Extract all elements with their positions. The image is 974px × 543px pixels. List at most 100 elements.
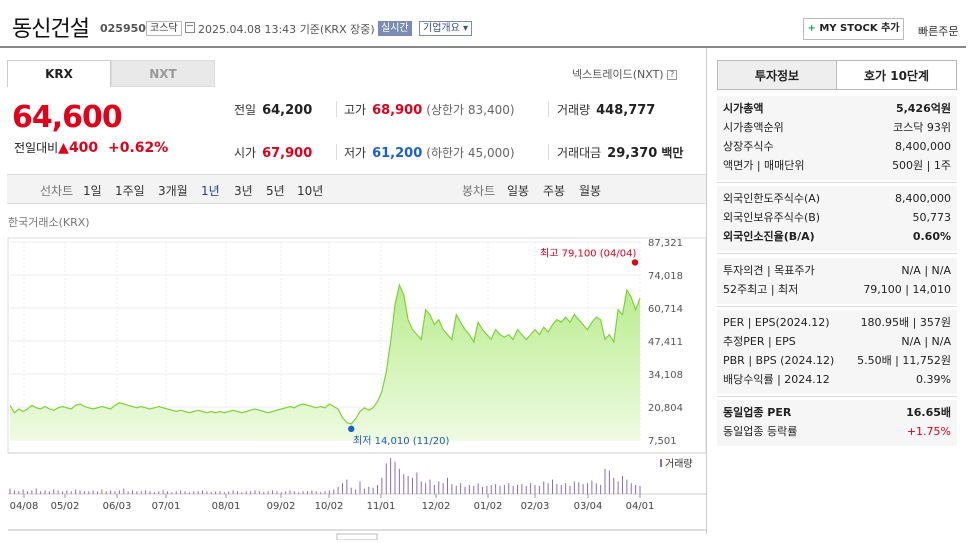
invest-label[interactable]: PBR | BPS (2024.12)	[723, 354, 835, 367]
volume-bar	[315, 491, 317, 494]
period-5y[interactable]: 5년	[266, 184, 285, 198]
period-1w[interactable]: 1주일	[115, 184, 145, 198]
invest-value: 8,400,000	[895, 192, 951, 205]
volume-bar	[167, 491, 168, 494]
volume-bar	[101, 489, 103, 494]
candle-daily[interactable]: 일봉	[507, 184, 530, 198]
volume-bar	[547, 483, 549, 494]
volume-bar	[412, 477, 413, 494]
invest-label[interactable]: 52주최고 | 최저	[723, 283, 799, 296]
volume-bar	[635, 485, 637, 494]
y-tick-label: 7,501	[648, 436, 677, 447]
invest-label[interactable]: 투자의견 | 목표주가	[723, 264, 815, 277]
volume-bar	[175, 491, 177, 494]
period-10y[interactable]: 10년	[297, 184, 324, 198]
volume-bar	[486, 485, 488, 494]
volume-bar	[324, 491, 326, 494]
volume-bar	[40, 491, 42, 494]
candle-chart-label: 봉차트	[462, 184, 496, 198]
volume-bar	[543, 481, 545, 494]
candle-weekly[interactable]: 주봉	[543, 184, 566, 198]
volume-bar	[490, 485, 492, 494]
volume-bar	[272, 490, 273, 494]
market-badge: 코스닥	[146, 21, 182, 36]
volume-bar	[223, 492, 225, 494]
invest-label[interactable]: 동일업종 PER	[723, 406, 792, 419]
tab-invest-info[interactable]: 투자정보	[717, 60, 837, 90]
nxt-link[interactable]: 넥스트레이드(NXT) ?	[572, 66, 678, 82]
divider	[336, 144, 337, 160]
volume-bar	[320, 492, 322, 494]
help-icon[interactable]: ?	[667, 70, 678, 80]
volume-bar	[363, 488, 365, 494]
invest-label[interactable]: 추정PER | EPS	[723, 335, 796, 348]
invest-label[interactable]: 외국인소진율(B/A)	[723, 230, 815, 243]
volume-bar	[372, 487, 374, 494]
y-tick-label: 34,108	[648, 370, 683, 381]
panel-divider	[706, 48, 707, 534]
invest-value: 16.65배	[906, 406, 951, 419]
high-annotation: 최고 79,100 (04/04)	[540, 247, 636, 259]
volume-bar	[626, 479, 628, 494]
volume-bar	[328, 490, 330, 494]
company-info-button[interactable]: 기업개요 ▾	[419, 21, 473, 36]
volume-bar	[556, 484, 558, 494]
tab-nxt[interactable]: NXT	[111, 60, 215, 87]
volume-bar	[197, 491, 199, 494]
volume-bar	[499, 485, 501, 494]
invest-label[interactable]: 상장주식수	[723, 140, 774, 153]
tab-orderbook[interactable]: 호가 10단계	[837, 60, 957, 90]
high-marker	[631, 259, 639, 266]
invest-label[interactable]: 액면가 | 매매단위	[723, 159, 805, 172]
volume-bar	[608, 470, 610, 494]
candle-monthly[interactable]: 월봉	[579, 184, 602, 198]
volume-bar	[9, 488, 11, 494]
invest-value: 5,426억원	[895, 102, 951, 115]
volume-bar	[565, 483, 567, 494]
stock-name: 동신건설	[12, 17, 90, 42]
invest-label[interactable]: 외국인보유주식수(B)	[723, 211, 821, 224]
invest-divider	[717, 182, 957, 183]
volume-bar	[210, 492, 212, 494]
period-1d[interactable]: 1일	[83, 184, 102, 198]
volume-bar	[62, 491, 63, 494]
volume-bar	[530, 483, 532, 494]
period-3m[interactable]: 3개월	[158, 184, 188, 198]
volume-bar	[31, 490, 33, 494]
invest-label[interactable]: 동일업종 등락률	[723, 425, 798, 438]
price-chart[interactable]: 87,321 74,018 60,714 47,411 34,108 20,804 7,50…	[0, 220, 706, 540]
period-3y[interactable]: 3년	[234, 184, 253, 198]
price-change: 전일대비▲400 +0.62%	[14, 140, 169, 156]
y-tick-label: 60,714	[648, 304, 683, 315]
volume-bar	[355, 489, 357, 494]
x-tick-label: 06/03	[103, 501, 132, 512]
volume-bar	[66, 490, 68, 494]
invest-label[interactable]: 배당수익률 | 2024.12	[723, 373, 830, 386]
volume-bar	[534, 485, 536, 494]
volume-bar	[153, 492, 155, 494]
low-price: 저가 61,200 (하한가 45,000)	[344, 146, 515, 161]
volume-bar	[180, 490, 182, 494]
volume-bar	[429, 479, 431, 494]
x-tick-label: 09/02	[267, 501, 296, 512]
invest-value: 180.95배 | 357원	[860, 316, 951, 329]
volume-bar	[473, 485, 475, 494]
tab-krx[interactable]: KRX	[7, 60, 111, 87]
my-stock-add-button[interactable]: + MY STOCK 추가	[803, 18, 904, 40]
volume-bar	[263, 492, 265, 494]
invest-row: 외국인소진율(B/A) 0.60%	[723, 228, 951, 246]
volume-bar	[123, 488, 125, 494]
quick-order-link[interactable]: 빠른주문	[918, 25, 959, 38]
period-1y[interactable]: 1년	[201, 184, 220, 198]
x-tick-label: 03/04	[574, 501, 603, 512]
volume-bar	[346, 479, 348, 494]
chart-resize-handle[interactable]	[336, 533, 378, 540]
realtime-button[interactable]: 실시간	[378, 21, 412, 36]
volume-bar	[503, 485, 505, 494]
invest-label[interactable]: 시가총액순위	[723, 121, 784, 134]
invest-label[interactable]: 시가총액	[723, 102, 764, 115]
invest-row: 동일업종 PER 16.65배	[723, 404, 951, 422]
volume-bar	[219, 491, 221, 494]
invest-label[interactable]: PER | EPS(2024.12)	[723, 316, 830, 329]
invest-label[interactable]: 외국인한도주식수(A)	[723, 192, 821, 205]
